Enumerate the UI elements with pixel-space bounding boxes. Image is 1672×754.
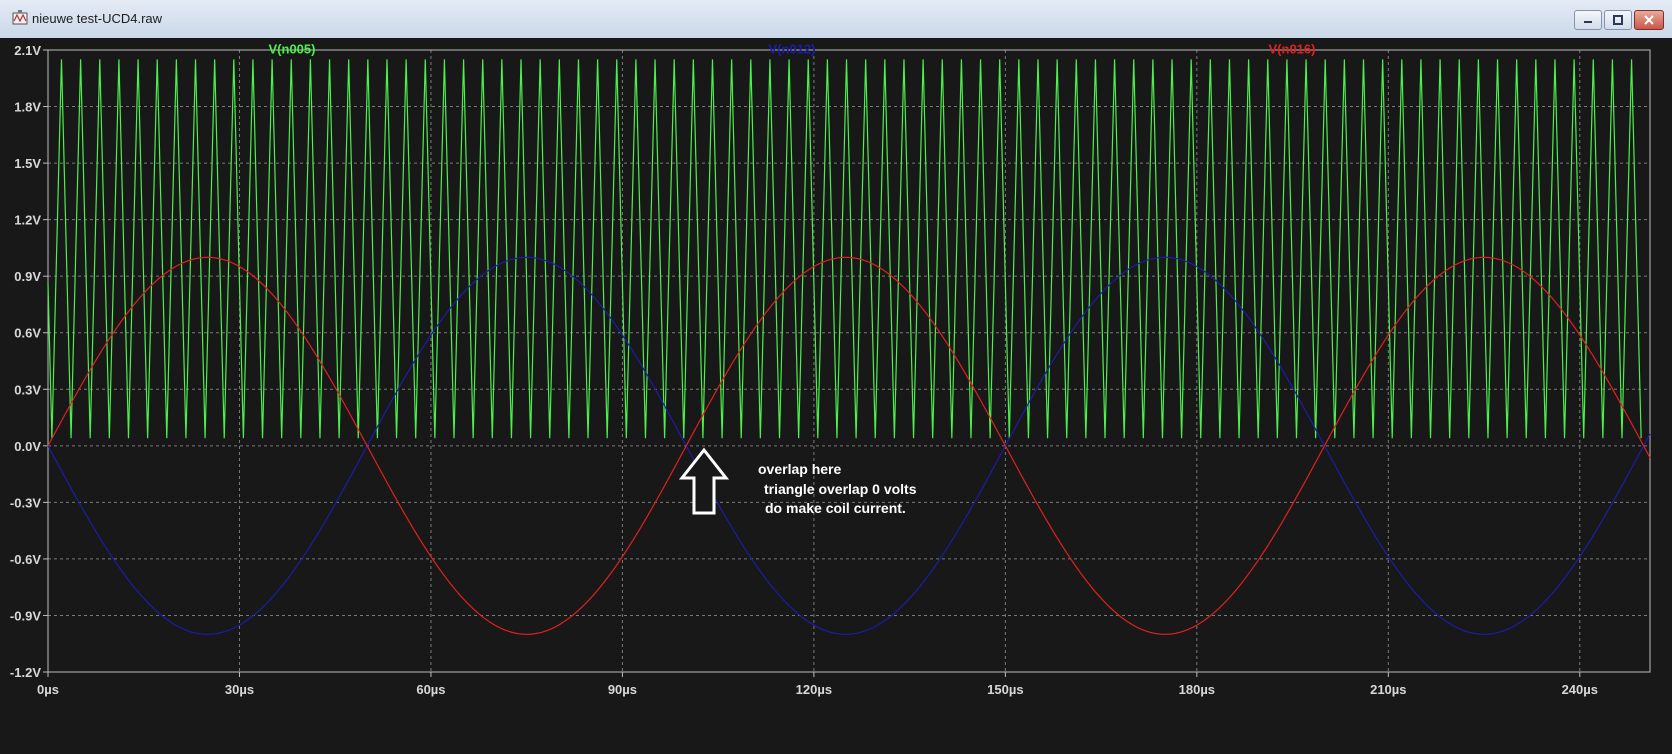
- axes: 2.1V 1.8V 1.5V 1.2V 0.9V 0.6V 0.3V 0.0V -0.3V -0.…: [10, 43, 1651, 697]
- x-tick-label: 60µs: [416, 682, 445, 697]
- traces: [47, 59, 1651, 635]
- y-tick-label: 0.6V: [14, 326, 41, 341]
- y-tick-label: -0.3V: [10, 495, 41, 510]
- x-tick-label: 90µs: [608, 682, 637, 697]
- y-tick-label: -0.9V: [10, 608, 41, 623]
- y-tick-label: -1.2V: [10, 665, 41, 680]
- plot-frame-border: [47, 49, 1651, 673]
- maximize-button[interactable]: [1604, 10, 1632, 30]
- x-tick-label: 120µs: [796, 682, 832, 697]
- trace-legend[interactable]: V(n005) V(n012) V(n016): [269, 42, 1316, 57]
- grid-lines: [48, 50, 1650, 672]
- plot-pane[interactable]: 2.1V 1.8V 1.5V 1.2V 0.9V 0.6V 0.3V 0.0V -0.3V -0.…: [0, 38, 1672, 754]
- y-tick-label: 1.2V: [14, 213, 41, 228]
- ltspice-waveform-icon: [12, 10, 28, 25]
- x-tick-label: 30µs: [225, 682, 254, 697]
- annotation: overlap here triangle overlap 0 volts do…: [678, 447, 917, 516]
- waveform-plot[interactable]: 2.1V 1.8V 1.5V 1.2V 0.9V 0.6V 0.3V 0.0V -0.3V -0.…: [0, 38, 1672, 754]
- y-tick-label: 0.3V: [14, 382, 41, 397]
- series-line-V(n005): [47, 59, 1642, 439]
- title-bar[interactable]: nieuwe test-UCD4.raw: [0, 0, 1672, 39]
- x-tick-label: 240µs: [1562, 682, 1598, 697]
- x-tick-label: 180µs: [1179, 682, 1215, 697]
- legend-label-V(n016)[interactable]: V(n016): [1269, 42, 1316, 57]
- legend-label-V(n012)[interactable]: V(n012): [769, 42, 816, 57]
- series-line-V(n012): [47, 256, 1651, 635]
- x-tick-label: 210µs: [1370, 682, 1406, 697]
- annotation-line-3: do make coil current.: [765, 500, 906, 516]
- close-button[interactable]: [1634, 10, 1664, 30]
- legend-label-V(n005)[interactable]: V(n005): [269, 42, 316, 57]
- close-icon: [1644, 15, 1654, 25]
- annotation-line-2: triangle overlap 0 volts: [764, 481, 917, 497]
- series-line-V(n016): [47, 256, 1651, 635]
- up-arrow-icon: [678, 447, 730, 515]
- y-tick-label: 1.8V: [14, 100, 41, 115]
- annotation-line-1: overlap here: [758, 461, 841, 477]
- y-tick-label: -0.6V: [10, 552, 41, 567]
- window-title: nieuwe test-UCD4.raw: [32, 11, 163, 26]
- y-tick-label: 0.9V: [14, 269, 41, 284]
- minimize-button[interactable]: [1574, 10, 1602, 30]
- y-tick-label: 2.1V: [14, 43, 41, 58]
- y-tick-label: 1.5V: [14, 156, 41, 171]
- x-tick-label: 150µs: [987, 682, 1023, 697]
- maximize-icon: [1613, 15, 1623, 25]
- x-tick-label: 0µs: [37, 682, 59, 697]
- y-tick-label: 0.0V: [14, 439, 41, 454]
- minimize-icon: [1584, 21, 1592, 23]
